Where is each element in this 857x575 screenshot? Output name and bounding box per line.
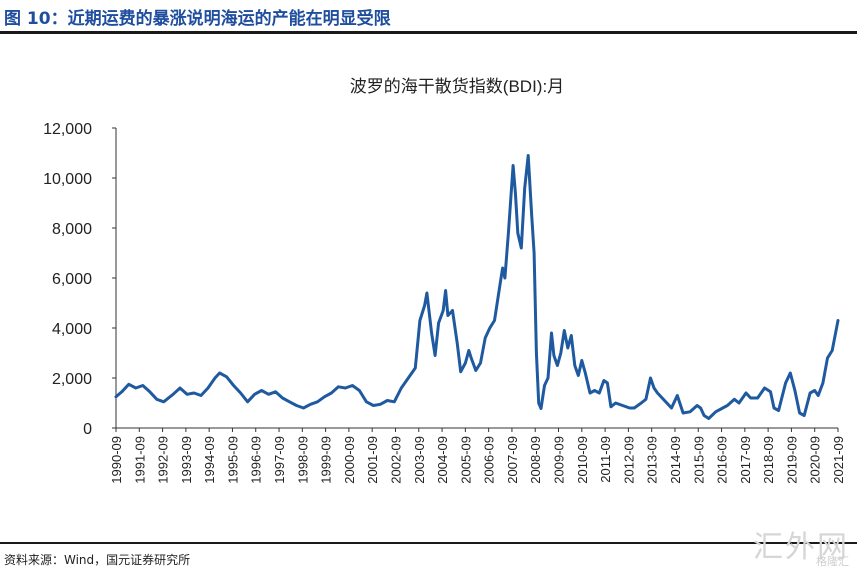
x-tick-label: 2013-09 — [645, 436, 660, 484]
x-tick-label: 2017-09 — [738, 436, 753, 484]
x-tick-label: 2018-09 — [761, 436, 776, 484]
x-tick-label: 2003-09 — [412, 436, 427, 484]
x-tick-label: 1997-09 — [272, 436, 287, 484]
x-tick-label: 1990-09 — [109, 436, 124, 484]
x-tick-label: 2011-09 — [598, 436, 613, 483]
x-tick-label: 2009-09 — [552, 436, 567, 484]
x-tick-label: 2001-09 — [365, 436, 380, 484]
x-tick-label: 2014-09 — [668, 436, 683, 484]
x-tick-label: 2016-09 — [715, 436, 730, 484]
x-tick-label: 1996-09 — [249, 436, 264, 484]
footer-divider — [0, 542, 857, 544]
bdi-series-line — [114, 154, 840, 420]
header-divider — [0, 31, 857, 34]
figure-title: 图 10：近期运费的暴涨说明海运的产能在明显受限 — [4, 9, 391, 29]
x-tick-label: 2008-09 — [528, 436, 543, 484]
x-tick-label: 2010-09 — [575, 436, 590, 484]
watermark-subtext: 格隆汇 — [816, 555, 849, 568]
y-tick-label: 6,000 — [52, 271, 92, 288]
chart-container: 波罗的海干散货指数(BDI):月 0 2,000 4,000 6,000 8,000 10,… — [0, 36, 857, 541]
y-tick-label: 4,000 — [52, 321, 92, 338]
chart-title: 波罗的海干散货指数(BDI):月 — [350, 77, 564, 96]
x-tick-label: 2006-09 — [482, 436, 497, 484]
x-tick-label: 1991-09 — [132, 436, 147, 484]
y-tick-label: 12,000 — [43, 121, 92, 138]
x-tick-label: 1995-09 — [225, 436, 240, 484]
x-tick-label: 1992-09 — [156, 436, 171, 484]
x-tick-label: 1994-09 — [202, 436, 217, 484]
bdi-line-chart: 波罗的海干散货指数(BDI):月 0 2,000 4,000 6,000 8,000 10,… — [43, 77, 846, 484]
x-tick-label: 2004-09 — [435, 436, 450, 484]
x-tick-label: 2000-09 — [342, 436, 357, 484]
x-tick-label: 2015-09 — [691, 436, 706, 484]
x-tick-label: 2020-09 — [808, 436, 823, 484]
y-tick-label: 0 — [83, 421, 92, 438]
x-tick-label: 2012-09 — [621, 436, 636, 484]
y-tick-label: 2,000 — [52, 371, 92, 388]
x-tick-label: 2019-09 — [784, 436, 799, 484]
y-tick-label: 8,000 — [52, 221, 92, 238]
x-tick-label: 1993-09 — [179, 436, 194, 484]
x-tick-label: 2002-09 — [388, 436, 403, 484]
x-tick-label: 1998-09 — [295, 436, 310, 484]
x-tick-label: 2005-09 — [458, 436, 473, 484]
y-tick-label: 10,000 — [43, 171, 92, 188]
x-tick-label: 2021-09 — [831, 436, 846, 484]
watermark-logo: 汇外网 — [753, 530, 849, 565]
x-tick-label: 1999-09 — [319, 436, 334, 484]
x-tick-label: 2007-09 — [505, 436, 520, 484]
source-note: 资料来源：Wind，国元证券研究所 — [4, 553, 191, 567]
